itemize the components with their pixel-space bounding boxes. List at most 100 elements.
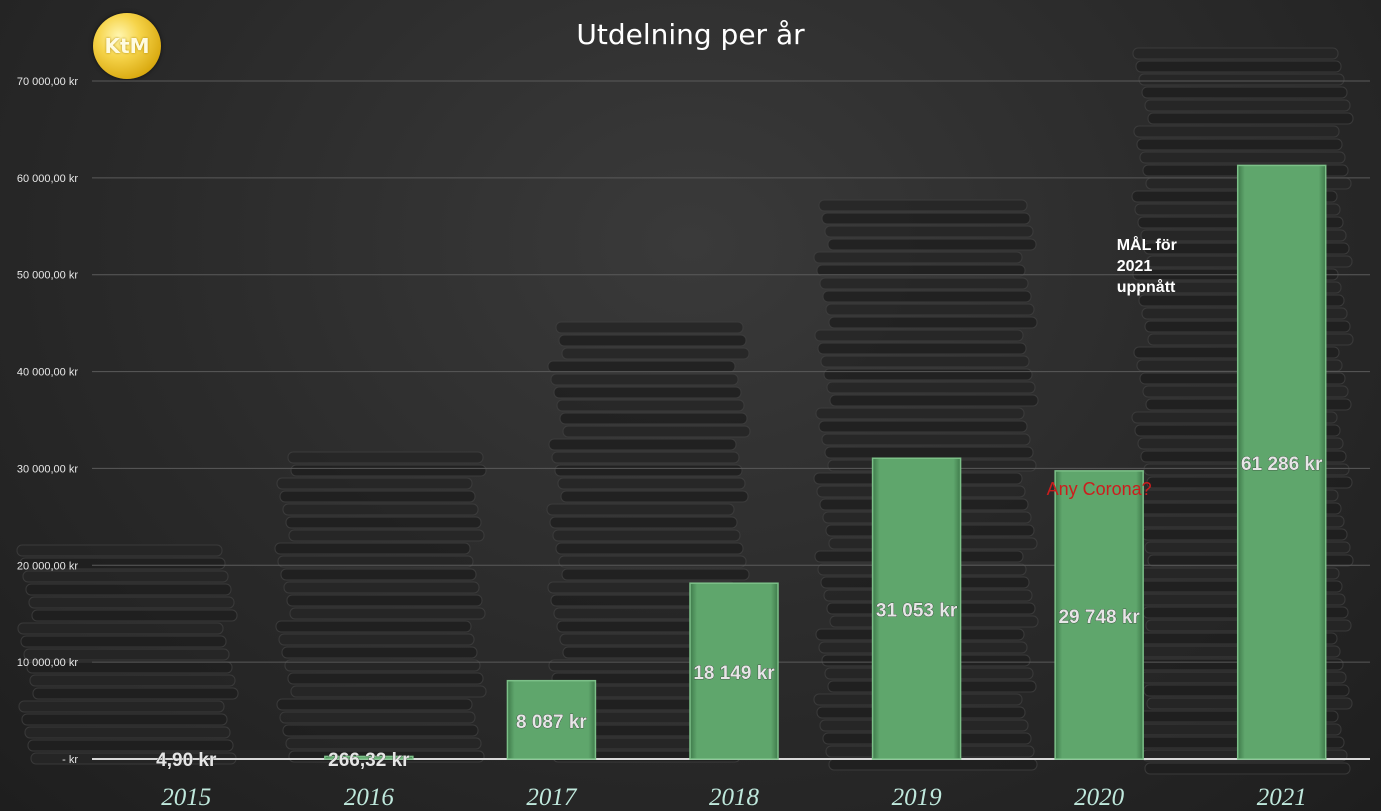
coin-stack-coin xyxy=(1136,138,1343,151)
coin-stack-coin xyxy=(18,700,225,713)
coin-stack-coin xyxy=(25,583,232,596)
coin-stack-coin xyxy=(556,399,745,412)
coin-stack-coin xyxy=(819,277,1029,290)
data-label: 266,32 kr xyxy=(328,750,410,771)
coin-stack-coin xyxy=(823,368,1033,381)
coin-stack-coin xyxy=(826,381,1036,394)
coin-stack-coin xyxy=(277,555,474,568)
coin-stack-coin xyxy=(561,347,750,360)
coin-stack-coin xyxy=(24,726,231,739)
coin-stack-coin xyxy=(286,594,483,607)
coin-stack-coin xyxy=(562,425,751,438)
coin-stack-coin xyxy=(553,386,742,399)
coin-stack-coin xyxy=(827,238,1037,251)
coin-stack-coin xyxy=(16,544,223,557)
coin-stack-coin xyxy=(22,570,229,583)
coin-stack-coin xyxy=(558,555,747,568)
coin-stack-coin xyxy=(829,394,1039,407)
coin-stack-coin xyxy=(546,503,735,516)
bar xyxy=(1236,164,1327,760)
coin-stack-coin xyxy=(279,711,476,724)
coin-stack-coin xyxy=(32,687,239,700)
coin-stack-coin xyxy=(285,516,482,529)
x-tick-label: 2015 xyxy=(161,784,211,811)
coin-stack-coin xyxy=(27,739,234,752)
coin-stack-coin xyxy=(274,542,471,555)
x-tick-label: 2016 xyxy=(344,784,395,811)
coin-stack-coin xyxy=(558,334,747,347)
annotation-goal-line: 2021 xyxy=(1117,258,1153,275)
coin-stack-coin xyxy=(1147,112,1354,125)
coin-stack-coin xyxy=(31,609,238,622)
coin-stack-coin xyxy=(289,607,486,620)
bar xyxy=(506,679,597,760)
coin-stack-coin xyxy=(548,438,737,451)
coin-stack-coin xyxy=(23,648,230,661)
coin-stack-coin xyxy=(282,724,479,737)
coin-stack-coin xyxy=(17,622,224,635)
annotation-goal-line: uppnått xyxy=(1117,278,1176,296)
coin-stack-coin xyxy=(820,355,1030,368)
coin-stack-coin xyxy=(1135,60,1342,73)
y-tick-label: 60 000,00 kr xyxy=(17,173,78,185)
y-tick-label: 30 000,00 kr xyxy=(17,463,78,475)
y-tick-label: 20 000,00 kr xyxy=(17,560,78,572)
coin-stack-coin xyxy=(561,568,750,581)
logo-text: KtM xyxy=(104,34,150,58)
x-tick-label: 2021 xyxy=(1257,784,1307,811)
coin-stack-coin xyxy=(29,674,236,687)
coin-stack-coin xyxy=(1144,762,1351,775)
y-tick-label: 40 000,00 kr xyxy=(17,367,78,379)
x-tick-label: 2019 xyxy=(892,784,943,811)
coin-stack-coin xyxy=(551,451,740,464)
coin-stack-coin xyxy=(825,303,1035,316)
data-label: 61 286 kr xyxy=(1241,454,1323,475)
coin-stack-coin xyxy=(288,529,485,542)
coin-stack-coin xyxy=(822,290,1032,303)
coin-stack-coin xyxy=(1144,99,1351,112)
data-label: 18 149 kr xyxy=(693,663,775,684)
ktm-logo: KtM xyxy=(93,13,161,79)
coin-stack-coin xyxy=(276,698,473,711)
coin-stack-coin xyxy=(816,264,1026,277)
coin-stack-coin xyxy=(813,251,1023,264)
bar xyxy=(324,755,414,760)
x-tick-label: 2020 xyxy=(1074,784,1125,811)
coin-stack-coin xyxy=(549,516,738,529)
coin-stack-coin xyxy=(287,451,484,464)
coin-stack-coin xyxy=(828,758,1038,771)
coin-stack-coin xyxy=(550,373,739,386)
coin-stack-coin xyxy=(21,713,228,726)
data-label: 4,90 kr xyxy=(156,750,217,771)
bar xyxy=(1054,470,1144,760)
coin-stack-coin xyxy=(276,477,473,490)
coin-stack-coin xyxy=(821,433,1031,446)
coin-stack-coin xyxy=(815,407,1025,420)
coin-stack-coin xyxy=(1138,73,1345,86)
x-tick-label: 2018 xyxy=(709,784,760,811)
coin-stack-coin xyxy=(821,212,1031,225)
coin-stack-coin xyxy=(547,360,736,373)
coin-stack-coin xyxy=(1132,47,1339,60)
data-label: 8 087 kr xyxy=(516,712,587,733)
y-tick-label: 10 000,00 kr xyxy=(17,657,78,669)
coin-stack-coin xyxy=(290,464,487,477)
bar xyxy=(689,582,779,760)
coin-stack-coin xyxy=(284,659,481,672)
coin-stack-coin xyxy=(19,557,226,570)
coin-stack-coin xyxy=(282,503,479,516)
y-tick-label: - kr xyxy=(62,754,78,766)
coin-stack-coin xyxy=(554,464,743,477)
coin-stack-coin xyxy=(278,633,475,646)
coin-stack-coin xyxy=(290,685,487,698)
coin-stack-coin xyxy=(814,329,1024,342)
coin-stack-coin xyxy=(824,446,1034,459)
coin-stack-coin xyxy=(275,620,472,633)
coin-stack-coin xyxy=(1133,125,1340,138)
coin-stack-coin xyxy=(557,477,746,490)
chart-title: Utdelning per år xyxy=(576,18,805,51)
coin-stack-coin xyxy=(279,490,476,503)
coin-stack-coin xyxy=(28,596,235,609)
y-tick-label: 50 000,00 kr xyxy=(17,270,78,282)
